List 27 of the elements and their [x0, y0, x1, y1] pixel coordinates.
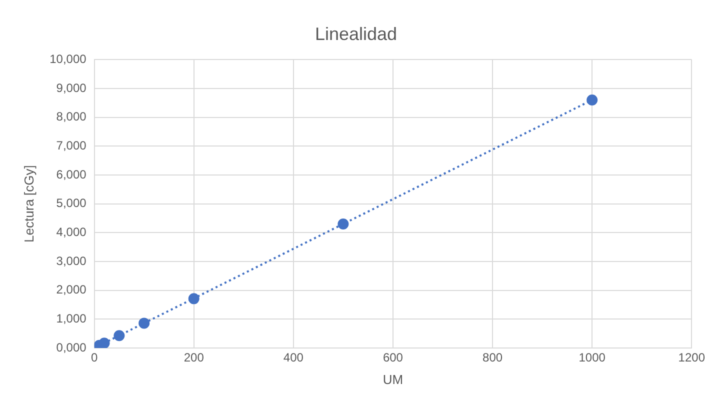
point: [98, 338, 110, 348]
x-tick-label: 1000: [578, 350, 606, 365]
y-tick-label: 2,000: [56, 282, 87, 297]
point: [586, 94, 598, 106]
y-tick-label: 4,000: [56, 224, 87, 239]
y-tick-label: 3,000: [56, 254, 87, 268]
x-tick-label: 1200: [678, 350, 706, 365]
x-tick-label: 400: [283, 350, 304, 365]
point: [188, 293, 200, 304]
y-tick-label: 5,000: [56, 196, 87, 210]
point: [338, 218, 349, 230]
y-tick-label: 6,000: [56, 167, 87, 182]
x-tick-label: 600: [382, 350, 404, 365]
x-tick-label: 800: [482, 350, 503, 365]
chart-title: Linealidad: [314, 24, 398, 44]
point: [114, 330, 125, 342]
y-tick-label: 7,000: [56, 138, 87, 152]
y-tick-label: 10,000: [50, 52, 87, 66]
x-axis-title: UM: [382, 372, 404, 387]
x-tick-label: 200: [184, 350, 204, 365]
x-tick-label: 0: [90, 350, 98, 365]
y-tick-label: 1,000: [56, 311, 87, 326]
point: [138, 318, 150, 329]
y-tick-label: 8,000: [56, 110, 87, 124]
y-tick-label: 0,000: [56, 340, 87, 354]
y-tick-label: 9,000: [56, 80, 87, 95]
y-axis-title: Lectura [cGy]: [21, 165, 36, 242]
